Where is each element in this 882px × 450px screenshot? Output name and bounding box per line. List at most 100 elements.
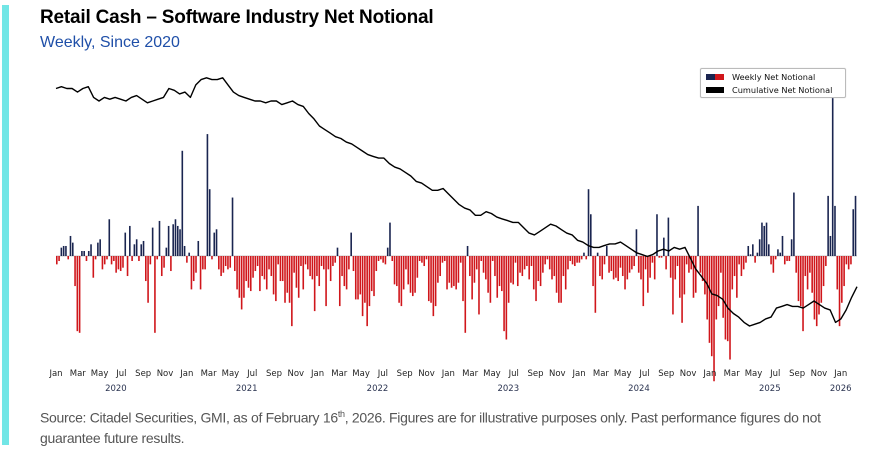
weekly-bar (56, 256, 58, 265)
weekly-bar (224, 256, 227, 267)
weekly-bar (97, 242, 99, 256)
weekly-bar (62, 245, 65, 256)
weekly-bar (293, 256, 295, 273)
weekly-bar (583, 252, 585, 256)
weekly-bar (288, 256, 291, 303)
weekly-bar (669, 256, 672, 278)
x-tick-label: Mar (593, 369, 610, 379)
weekly-bar (181, 150, 184, 256)
weekly-bar (617, 256, 619, 282)
weekly-bar (412, 256, 414, 297)
weekly-bar (633, 256, 635, 267)
weekly-bar (574, 256, 576, 267)
weekly-bar (537, 256, 540, 282)
x-tick-label: Jan (310, 369, 324, 379)
weekly-bar (637, 256, 640, 273)
weekly-bar (295, 256, 298, 288)
weekly-bar (722, 256, 724, 318)
weekly-bar (740, 256, 743, 277)
x-tick-label: Nov (418, 369, 435, 379)
weekly-bar (717, 256, 720, 307)
weekly-bar (523, 256, 526, 270)
weekly-bar (101, 256, 104, 270)
weekly-bar (421, 256, 423, 263)
weekly-bar (450, 256, 453, 288)
weekly-bar (270, 256, 273, 277)
weekly-bar (777, 249, 779, 256)
x-tick-label: Nov (157, 369, 174, 379)
weekly-bar (316, 256, 318, 277)
weekly-bar (799, 256, 802, 307)
x-tick-label: Sep (658, 369, 674, 379)
weekly-bar (699, 256, 702, 273)
weekly-bar (243, 256, 245, 298)
weekly-bar (65, 245, 67, 256)
x-axis-ticks: Jan Mar May Jul Sep Nov Jan Mar May Jul Sep Nov Jan M… (48, 369, 847, 379)
weekly-bar (539, 256, 542, 287)
weekly-bar (409, 256, 412, 293)
weekly-bar (158, 220, 161, 256)
weekly-bar (742, 256, 745, 270)
footnote-text: Source: Citadel Securities, GMI, as of F… (40, 409, 338, 426)
weekly-bar (238, 256, 241, 298)
weekly-bar (259, 256, 261, 292)
weekly-bar (809, 256, 811, 273)
x-tick-label: Jan (48, 369, 62, 379)
weekly-bar (309, 256, 311, 277)
weekly-bar (788, 256, 791, 262)
x-year-label: 2021 (236, 384, 258, 394)
weekly-bar (482, 256, 485, 273)
weekly-bar (564, 256, 567, 290)
weekly-bar (90, 244, 92, 256)
weekly-bar (770, 256, 772, 265)
weekly-bar (528, 256, 530, 280)
legend-item-weekly: Weekly Net Notional (706, 71, 815, 83)
weekly-bar (261, 256, 263, 277)
weekly-bar (94, 256, 97, 260)
weekly-bar (361, 256, 364, 317)
weekly-bar (491, 256, 494, 262)
weekly-bar (407, 256, 410, 285)
weekly-bar (724, 256, 727, 340)
weekly-bar (133, 244, 136, 256)
weekly-bar (827, 195, 829, 256)
weekly-bar (393, 256, 396, 285)
weekly-bar (245, 256, 248, 282)
weekly-bar (352, 256, 355, 272)
weekly-bar (562, 256, 565, 277)
weekly-bar (336, 247, 339, 256)
weekly-bar (754, 256, 756, 263)
weekly-bar (76, 256, 79, 332)
weekly-bar (736, 256, 738, 298)
weekly-bar (190, 256, 193, 290)
weekly-bar (576, 256, 578, 263)
weekly-bar (512, 256, 515, 285)
weekly-bar (514, 256, 517, 263)
weekly-bar (569, 256, 572, 262)
weekly-bar (110, 256, 113, 265)
weekly-bar (446, 256, 448, 290)
weekly-bar (142, 240, 145, 256)
weekly-bar (701, 256, 704, 282)
accent-bar (2, 5, 9, 445)
weekly-bar (605, 245, 608, 256)
weekly-bar (829, 235, 832, 256)
weekly-bar (558, 256, 560, 303)
weekly-bar (341, 256, 343, 277)
weekly-bar (425, 256, 428, 260)
weekly-bar (790, 239, 793, 256)
weekly-bar (806, 256, 809, 290)
weekly-bar (462, 256, 464, 302)
weekly-bar (291, 256, 293, 327)
weekly-bar (758, 239, 761, 256)
weekly-bar (521, 256, 524, 277)
weekly-bar (726, 256, 729, 342)
weekly-bar (206, 134, 209, 256)
weekly-bar (247, 256, 250, 288)
weekly-bar (302, 256, 305, 290)
x-tick-label: May (745, 369, 763, 379)
weekly-bar (599, 256, 601, 277)
weekly-swatch-icon (706, 74, 724, 80)
weekly-bar (377, 256, 380, 262)
x-year-label: 2020 (105, 384, 127, 394)
